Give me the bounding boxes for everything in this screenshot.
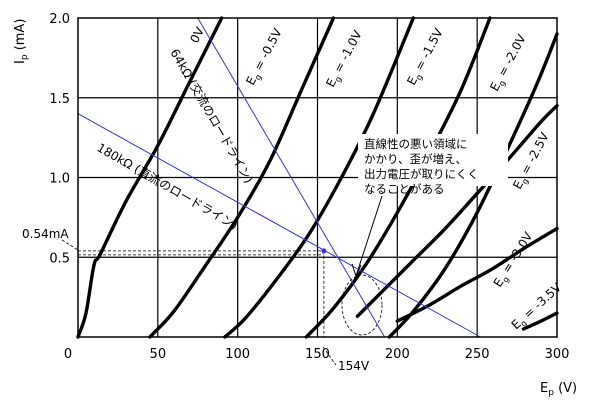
- plate-curve-7: [521, 311, 559, 331]
- curve-label-0: 0V: [187, 24, 207, 45]
- load-line-0: [197, 17, 385, 338]
- x-tick-label: 200: [385, 347, 410, 362]
- plate-curves: [76, 16, 559, 339]
- plate-curve-3: [304, 16, 492, 339]
- annotation-pointer: [355, 195, 383, 277]
- annotation-line-3: 出力電圧が取りにくく: [364, 167, 479, 181]
- curve-label-4: Eg = -2.0V: [487, 31, 531, 94]
- annotation-text: 直線性の悪い領域に かかり、歪が増え、 出力電圧が取りにくく なることがある: [364, 137, 482, 196]
- y-tick-label: 0.5: [49, 251, 70, 266]
- operating-current-callout-line: [61, 239, 79, 251]
- curve-label-6: Eg = -3.0V: [491, 229, 538, 291]
- plate-curve-1: [148, 16, 336, 339]
- x-axis-label: Ep (V): [540, 381, 577, 398]
- x-tick-label: 300: [545, 347, 570, 362]
- curve-label-3: Eg = -1.5V: [404, 25, 448, 88]
- operating-point-guides: [78, 248, 327, 337]
- load-line-1: [77, 113, 481, 338]
- y-axis-label: Ip (mA): [13, 19, 30, 64]
- ac-load-line-label: 64kΩ (交流のロードライン): [167, 46, 256, 186]
- curve-label-1: Eg = -0.5V: [243, 25, 287, 88]
- tick-labels: 0 50 100 150 200 250 300 0.5 1.0 1.5 2.0: [49, 12, 569, 362]
- nonlinear-region-ellipse: [341, 274, 383, 336]
- annotation-line-2: かかり、歪が増え、: [364, 152, 467, 166]
- load-lines: [77, 17, 481, 338]
- x-tick-label: 50: [150, 347, 167, 362]
- plate-curve-5: [355, 104, 559, 318]
- x-tick-label: 150: [305, 347, 330, 362]
- x-tick-label: 250: [465, 347, 490, 362]
- annotation-line-4: なることがある: [364, 182, 445, 196]
- annotation-box: [358, 134, 508, 186]
- curve-label-5: Eg = -2.5V: [510, 129, 554, 192]
- operating-voltage-callout-line: [322, 346, 337, 366]
- curve-label-2: Eg = -1.0V: [323, 27, 367, 90]
- operating-voltage-label: 154V: [338, 359, 370, 373]
- annotation-pointer-head: [351, 263, 362, 277]
- plate-curve-0: [76, 16, 224, 339]
- y-tick-label: 1.0: [49, 172, 70, 187]
- x-tick-label: 0: [64, 347, 72, 362]
- plate-curve-2: [223, 16, 415, 339]
- plot-frame: [77, 17, 558, 338]
- y-tick-label: 1.5: [49, 92, 70, 107]
- annotation-line-1: 直線性の悪い領域に: [364, 137, 468, 151]
- x-tick-label: 100: [225, 347, 250, 362]
- operating-point-marker: [321, 248, 327, 254]
- y-tick-label: 2.0: [49, 12, 70, 27]
- operating-current-label: 0.54mA: [22, 227, 69, 241]
